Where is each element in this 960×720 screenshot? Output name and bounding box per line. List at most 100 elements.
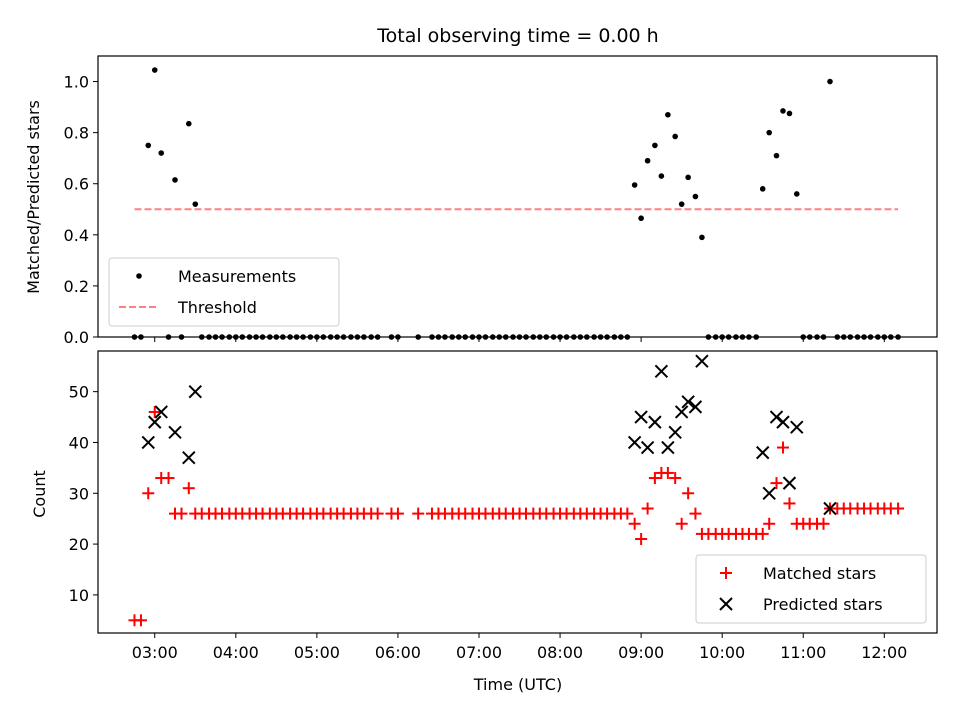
measurement-point-53 xyxy=(516,334,523,340)
measurement-point-4 xyxy=(158,150,165,156)
count-legend: Matched stars Predicted stars xyxy=(695,554,927,624)
measurement-point-52 xyxy=(510,334,516,340)
measurement-point-13 xyxy=(219,334,225,340)
measurement-point-87 xyxy=(746,334,752,340)
measurement-point-43 xyxy=(449,334,456,340)
predicted-point-1 xyxy=(148,415,162,429)
measurement-point-102 xyxy=(847,334,854,340)
measurement-point-44 xyxy=(455,334,462,340)
count-x-tick-label-3: 06:00 xyxy=(375,643,421,662)
legend-matched-marker xyxy=(720,567,732,579)
ratio-y-axis-label: Matched/Predicted stars xyxy=(24,100,43,294)
matched-point-69 xyxy=(621,507,634,520)
measurement-point-54 xyxy=(523,334,529,340)
ratio-panel: 0.0 0.2 0.4 0.6 0.8 1.0 Matched/Predicted sta… xyxy=(24,55,938,347)
measurement-point-23 xyxy=(287,334,293,340)
predicted-point-22 xyxy=(790,420,804,434)
predicted-point-15 xyxy=(688,400,703,414)
count-y-axis-label: Count xyxy=(30,470,49,518)
measurement-point-8 xyxy=(185,120,192,127)
predicted-point-18 xyxy=(762,486,776,500)
legend-predicted-marker xyxy=(719,597,733,611)
measurement-point-86 xyxy=(739,334,746,340)
predicted-point-13 xyxy=(674,405,689,419)
measurement-point-48 xyxy=(482,334,489,340)
measurement-point-96 xyxy=(806,334,813,340)
measurement-point-34 xyxy=(361,334,367,340)
predicted-point-21 xyxy=(782,476,797,490)
count-marks xyxy=(128,354,905,627)
matched-point-79 xyxy=(689,507,702,520)
matched-point-92 xyxy=(776,441,789,454)
measurement-point-39 xyxy=(415,334,421,340)
measurement-point-33 xyxy=(354,334,361,340)
measurement-point-67 xyxy=(611,334,618,340)
ratio-y-tick-label-2: 0.4 xyxy=(64,226,89,245)
count-y-tick-label-3: 40 xyxy=(69,433,89,452)
measurement-point-60 xyxy=(563,334,570,340)
matched-point-109 xyxy=(892,502,905,515)
count-x-axis-label: Time (UTC) xyxy=(473,675,562,694)
matched-point-90 xyxy=(763,517,776,530)
measurement-point-31 xyxy=(340,334,347,340)
measurement-point-7 xyxy=(178,334,185,340)
ratio-y-tick-label-5: 1.0 xyxy=(64,73,89,92)
measurement-point-22 xyxy=(280,334,286,340)
count-panel: 03:00 04:00 05:00 06:00 07:00 08:00 09:00 10:00… xyxy=(30,350,938,694)
legend-matched-label: Matched stars xyxy=(763,564,876,583)
count-x-ticks: 03:00 04:00 05:00 06:00 07:00 08:00 09:00 10:00… xyxy=(132,633,907,662)
measurement-point-6 xyxy=(172,177,178,183)
measurement-point-24 xyxy=(293,334,300,340)
measurement-point-109 xyxy=(895,334,901,340)
measurement-point-70 xyxy=(631,182,638,188)
measurement-point-47 xyxy=(476,334,482,340)
legend-measurements-marker xyxy=(136,273,142,279)
matched-point-2 xyxy=(142,487,155,500)
count-y-tick-label-0: 10 xyxy=(69,586,89,605)
measurement-point-97 xyxy=(814,334,820,340)
measurement-point-79 xyxy=(692,193,699,200)
measurement-point-90 xyxy=(766,129,772,136)
matched-point-8 xyxy=(182,482,195,495)
ratio-y-ticks: 0.0 0.2 0.4 0.6 0.8 1.0 xyxy=(64,73,98,347)
count-x-tick-label-0: 03:00 xyxy=(132,643,178,662)
chart-title: Total observing time = 0.00 h xyxy=(376,25,658,47)
predicted-point-20 xyxy=(776,415,790,429)
measurement-point-59 xyxy=(557,334,563,340)
predicted-point-4 xyxy=(182,450,196,465)
matched-point-93 xyxy=(783,497,796,510)
measurement-point-55 xyxy=(530,334,537,340)
predicted-point-8 xyxy=(640,440,655,455)
predicted-point-17 xyxy=(756,445,770,460)
measurement-point-103 xyxy=(854,334,861,340)
measurement-point-66 xyxy=(604,334,610,340)
measurement-point-27 xyxy=(314,334,320,340)
predicted-point-5 xyxy=(188,384,202,399)
measurement-point-1 xyxy=(138,334,144,340)
ratio-y-tick-label-4: 0.8 xyxy=(64,124,89,143)
measurement-point-76 xyxy=(672,133,678,140)
measurement-point-21 xyxy=(273,334,280,340)
measurement-point-94 xyxy=(793,191,800,197)
measurement-point-89 xyxy=(759,186,766,192)
measurement-point-57 xyxy=(543,334,550,340)
ratio-marks xyxy=(131,67,901,340)
count-x-tick-label-4: 07:00 xyxy=(456,643,502,662)
count-y-tick-label-2: 30 xyxy=(69,484,89,503)
matched-point-89 xyxy=(756,527,769,540)
count-x-tick-label-5: 08:00 xyxy=(537,643,583,662)
measurement-point-15 xyxy=(233,334,239,340)
measurement-point-63 xyxy=(584,334,590,340)
measurement-point-85 xyxy=(733,334,739,340)
measurement-point-36 xyxy=(374,334,381,340)
measurement-point-58 xyxy=(550,334,557,340)
measurement-point-38 xyxy=(395,334,401,340)
measurement-point-84 xyxy=(725,334,732,340)
matched-point-75 xyxy=(661,466,674,479)
matched-point-72 xyxy=(641,502,654,515)
measurement-point-82 xyxy=(712,334,719,340)
measurement-point-51 xyxy=(502,334,509,340)
measurement-point-3 xyxy=(151,67,158,73)
matched-point-73 xyxy=(648,472,661,485)
measurement-point-104 xyxy=(861,334,867,340)
